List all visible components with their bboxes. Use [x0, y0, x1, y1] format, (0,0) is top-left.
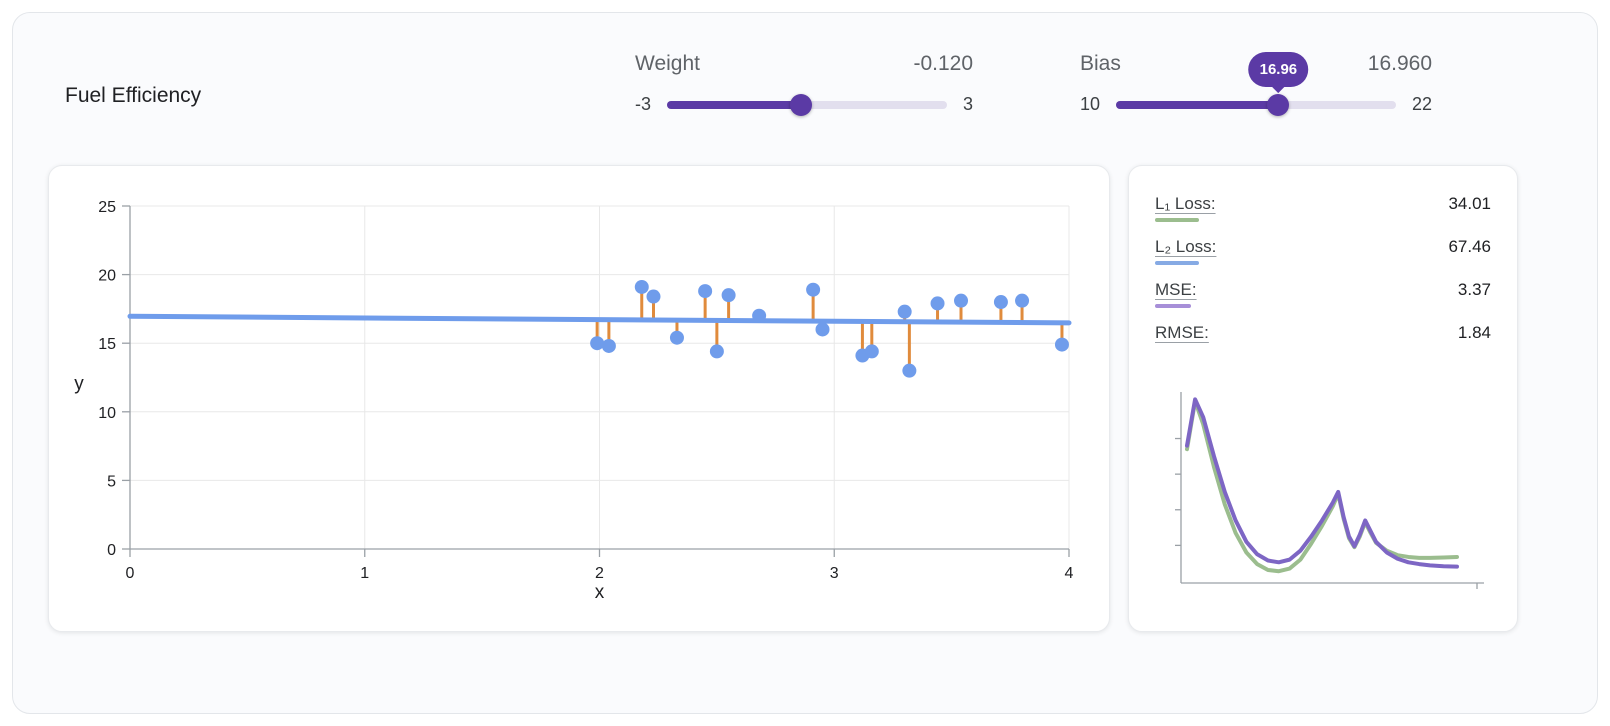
data-point [902, 363, 917, 378]
l1-loss-swatch [1155, 218, 1199, 222]
metric-row-rmse: RMSE: 1.84 [1155, 323, 1491, 353]
weight-slider-fill [667, 100, 802, 109]
bias-min-label: 10 [1080, 94, 1101, 114]
data-point [897, 304, 912, 319]
data-point [954, 293, 969, 308]
x-tick-label: 0 [126, 565, 135, 582]
bias-slider-fill [1116, 100, 1279, 109]
data-point [815, 322, 830, 337]
data-point [1015, 293, 1030, 308]
metric-label: RMSE: [1155, 323, 1209, 342]
metric-label[interactable]: L₁ Loss: [1155, 194, 1216, 213]
x-tick-label: 3 [830, 565, 839, 582]
data-point [1054, 337, 1069, 352]
weight-max-label: 3 [962, 94, 973, 114]
bias-slider-thumb[interactable] [1267, 93, 1290, 116]
data-point [752, 308, 767, 323]
loss-curve-chart [1175, 392, 1484, 589]
bias-value-tooltip: 16.96 [1248, 51, 1309, 87]
x-tick-label: 2 [595, 565, 604, 582]
weight-value: -0.120 [913, 52, 973, 75]
data-point [590, 336, 605, 351]
metric-row-l2-loss: L₂ Loss: 67.46 [1155, 237, 1491, 267]
data-point [669, 330, 684, 345]
bias-control: Bias 16.960 10 16.96 22 [1080, 51, 1432, 116]
y-tick-label: 25 [98, 199, 116, 216]
data-point [646, 289, 661, 304]
metric-value: 34.01 [1448, 194, 1491, 213]
metric-label[interactable]: L₂ Loss: [1155, 237, 1217, 256]
data-point [709, 344, 724, 359]
data-point [864, 344, 879, 359]
page-title: Fuel Efficiency [65, 84, 202, 107]
data-point [993, 295, 1008, 310]
y-axis-label: y [74, 374, 84, 395]
metric-row-mse: MSE: 3.37 [1155, 280, 1491, 310]
data-point [930, 296, 945, 311]
bias-label: Bias [1080, 52, 1121, 75]
data-point [806, 282, 821, 297]
loss-curve-l1-loss [1185, 399, 1459, 574]
l2-loss-swatch [1155, 261, 1199, 265]
y-tick-label: 5 [107, 473, 116, 490]
loss-curve-mse [1185, 397, 1459, 569]
data-point [634, 279, 649, 294]
metric-row-l1-loss: L₁ Loss: 34.01 [1155, 194, 1491, 224]
scatter-card: 0 5 10 15 20 25 0 1 2 3 4 x y [48, 165, 1110, 632]
mse-swatch [1155, 304, 1191, 308]
x-axis-label: x [595, 582, 605, 603]
x-tick-label: 4 [1065, 565, 1074, 582]
bias-max-label: 22 [1411, 94, 1432, 114]
scatter-plot: 0 5 10 15 20 25 0 1 2 3 4 x y [74, 199, 1074, 603]
data-point [698, 284, 713, 299]
weight-control: Weight -0.120 -3 3 [635, 52, 973, 116]
data-point [721, 288, 736, 303]
loss-card: L₁ Loss: 34.01 L₂ Loss: 67.46 MSE: 3.37 … [1128, 165, 1518, 632]
model-line[interactable] [127, 313, 1072, 326]
data-point [601, 338, 616, 353]
weight-label: Weight [635, 52, 700, 75]
metric-value: 67.46 [1448, 237, 1491, 256]
x-tick-label: 1 [360, 565, 369, 582]
metric-label[interactable]: MSE: [1155, 280, 1197, 299]
metric-value: 1.84 [1457, 323, 1491, 342]
weight-min-label: -3 [635, 94, 652, 114]
metric-value: 3.37 [1457, 280, 1491, 299]
y-tick-label: 15 [98, 336, 116, 353]
y-tick-label: 20 [98, 268, 116, 285]
bias-value: 16.960 [1367, 52, 1432, 75]
loss-metrics: L₁ Loss: 34.01 L₂ Loss: 67.46 MSE: 3.37 … [1155, 194, 1491, 366]
bias-slider-track[interactable] [1116, 100, 1396, 109]
y-tick-label: 10 [98, 405, 116, 422]
y-tick-label: 0 [107, 542, 116, 559]
weight-slider-thumb[interactable] [790, 93, 813, 116]
